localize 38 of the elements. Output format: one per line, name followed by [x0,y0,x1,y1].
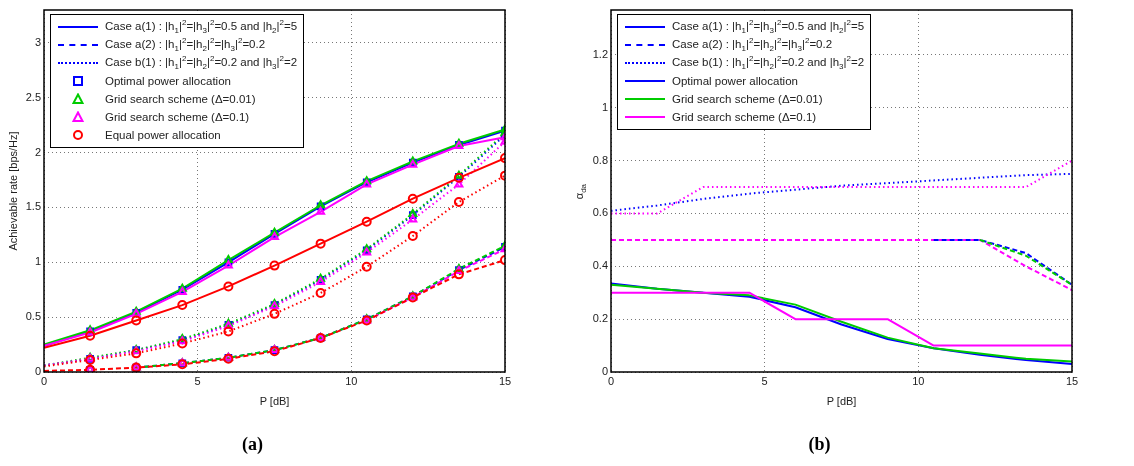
y-tick-label: 1.2 [592,47,608,60]
text: (a) [242,433,263,455]
legend-label: Grid search scheme (Δ=0.01) [105,93,256,105]
text: Case a(2) : |h$_{1}$|$^{2}$=|h$_{2}$|$^{2}$=|h$_{3}$|$^{2}$=0.2 [672,36,833,54]
y-tick-label: 3 [34,35,41,48]
y-tick-label: 1 [34,255,41,268]
y-axis-title: Achievable rate [bps/Hz] [6,131,19,251]
legend-label: Equal power allocation [105,129,221,141]
y-tick-label: 1 [601,100,608,113]
y-tick-label: 0.4 [592,259,608,272]
legend-label: Grid search scheme (Δ=0.1) [672,111,817,123]
x-tick-label: 5 [194,374,201,387]
x-tick-label: 15 [498,374,512,387]
y-tick-label: 0.5 [25,310,41,323]
text: Case b(1) : |h$_{1}$|$^{2}$=|h$_{2}$|$^{2}$=0.2 and |h$_{3}$|$^{2}$=2 [672,54,865,72]
x-tick-label: 15 [1065,374,1079,387]
text: Case a(1) : |h$_{1}$|$^{2}$=|h$_{3}$|$^{2}$=0.5 and |h$_{2}$|$^{2}$=5 [105,18,298,36]
legend-label: Grid search scheme (Δ=0.01) [672,93,823,105]
text: (b) [808,433,831,455]
y-tick-label: 2 [34,145,41,158]
y-tick-label: 0.8 [592,153,608,166]
legend-label: Optimal power allocation [105,75,231,87]
annotation: Optimal power allocation [672,75,798,87]
y-tick-label: 0.2 [592,312,608,325]
y-tick-label: 0 [601,365,608,378]
y-tick-label: 1.5 [25,200,41,213]
x-tick-label: 10 [345,374,358,387]
y-tick-label: 0 [34,365,41,378]
x-axis-title: P [dB] [259,394,290,407]
y-tick-label: 0.6 [592,206,608,219]
text: Case a(2) : |h$_{1}$|$^{2}$=|h$_{2}$|$^{2}$=|h$_{3}$|$^{2}$=0.2 [105,36,266,54]
y-tick-label: 2.5 [25,90,41,103]
text: Case a(1) : |h$_{1}$|$^{2}$=|h$_{3}$|$^{2}$=0.5 and |h$_{2}$|$^{2}$=5 [672,18,865,36]
x-tick-label: 10 [912,374,925,387]
x-tick-label: 5 [761,374,768,387]
x-axis-title: P [dB] [826,394,857,407]
text: Case b(1) : |h$_{1}$|$^{2}$=|h$_{2}$|$^{2}$=0.2 and |h$_{3}$|$^{2}$=2 [105,54,298,72]
legend-label: Grid search scheme (Δ=0.1) [105,111,250,123]
